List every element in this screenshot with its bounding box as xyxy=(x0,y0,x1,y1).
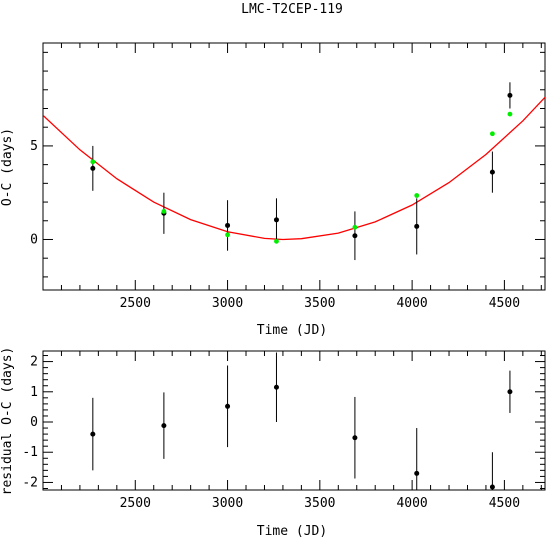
x-tick-label: 4000 xyxy=(396,496,427,511)
data-point xyxy=(90,431,96,437)
model-point xyxy=(352,224,358,230)
data-point xyxy=(489,169,495,175)
x-tick-label: 4500 xyxy=(489,296,520,311)
model-point xyxy=(225,232,230,238)
x-tick-label: 2500 xyxy=(120,296,151,311)
fit-curve xyxy=(43,96,545,241)
data-point xyxy=(507,389,513,395)
x-tick-label: 3000 xyxy=(212,296,243,311)
model-point xyxy=(161,209,167,214)
model-point xyxy=(414,193,420,198)
data-layer xyxy=(90,352,513,490)
data-point xyxy=(414,470,420,476)
top-plot-frame xyxy=(42,42,546,291)
data-point xyxy=(273,217,279,223)
x-tick-label: 4000 xyxy=(396,296,427,311)
model-point xyxy=(507,111,513,117)
y-tick-label: 2 xyxy=(30,355,38,370)
data-point xyxy=(507,92,513,98)
x-tick-label: 3000 xyxy=(212,496,243,511)
data-point xyxy=(489,484,495,490)
top-y-axis-label: O-C (days) xyxy=(0,128,15,206)
bottom-plot-frame xyxy=(42,350,546,491)
model-point xyxy=(490,131,495,137)
top-x-axis-label: Time (JD) xyxy=(257,323,327,338)
data-point xyxy=(225,403,231,409)
y-tick-label: 5 xyxy=(30,139,38,154)
y-tick-label: 1 xyxy=(30,385,38,400)
y-tick-label: -1 xyxy=(22,445,38,460)
bottom-y-axis-label: residual O-C (days) xyxy=(0,347,15,496)
data-point xyxy=(225,222,231,228)
data-point xyxy=(352,435,358,441)
top-panel: Time (JD) O-C (days) 2500 3000 3500 4000 450… xyxy=(0,42,546,338)
bottom-panel: Time (JD) residual O-C (days) 2500 3000 35… xyxy=(0,347,546,539)
data-point xyxy=(90,165,96,171)
y-tick-label: 0 xyxy=(30,232,38,247)
bottom-x-axis-label: Time (JD) xyxy=(257,524,327,539)
data-point xyxy=(161,423,167,429)
x-tick-label: 4500 xyxy=(489,496,520,511)
x-tick-label: 3500 xyxy=(304,296,335,311)
data-point xyxy=(273,384,279,390)
model-point xyxy=(90,159,96,165)
data-point xyxy=(414,223,420,229)
data-layer xyxy=(43,82,545,261)
x-tick-label: 2500 xyxy=(120,496,151,511)
data-point xyxy=(352,233,358,239)
model-point xyxy=(274,238,279,244)
y-tick-label: -2 xyxy=(22,475,38,490)
y-tick-label: 0 xyxy=(30,415,38,430)
chart-title: LMC-T2CEP-119 xyxy=(241,2,343,17)
x-tick-label: 3500 xyxy=(304,496,335,511)
